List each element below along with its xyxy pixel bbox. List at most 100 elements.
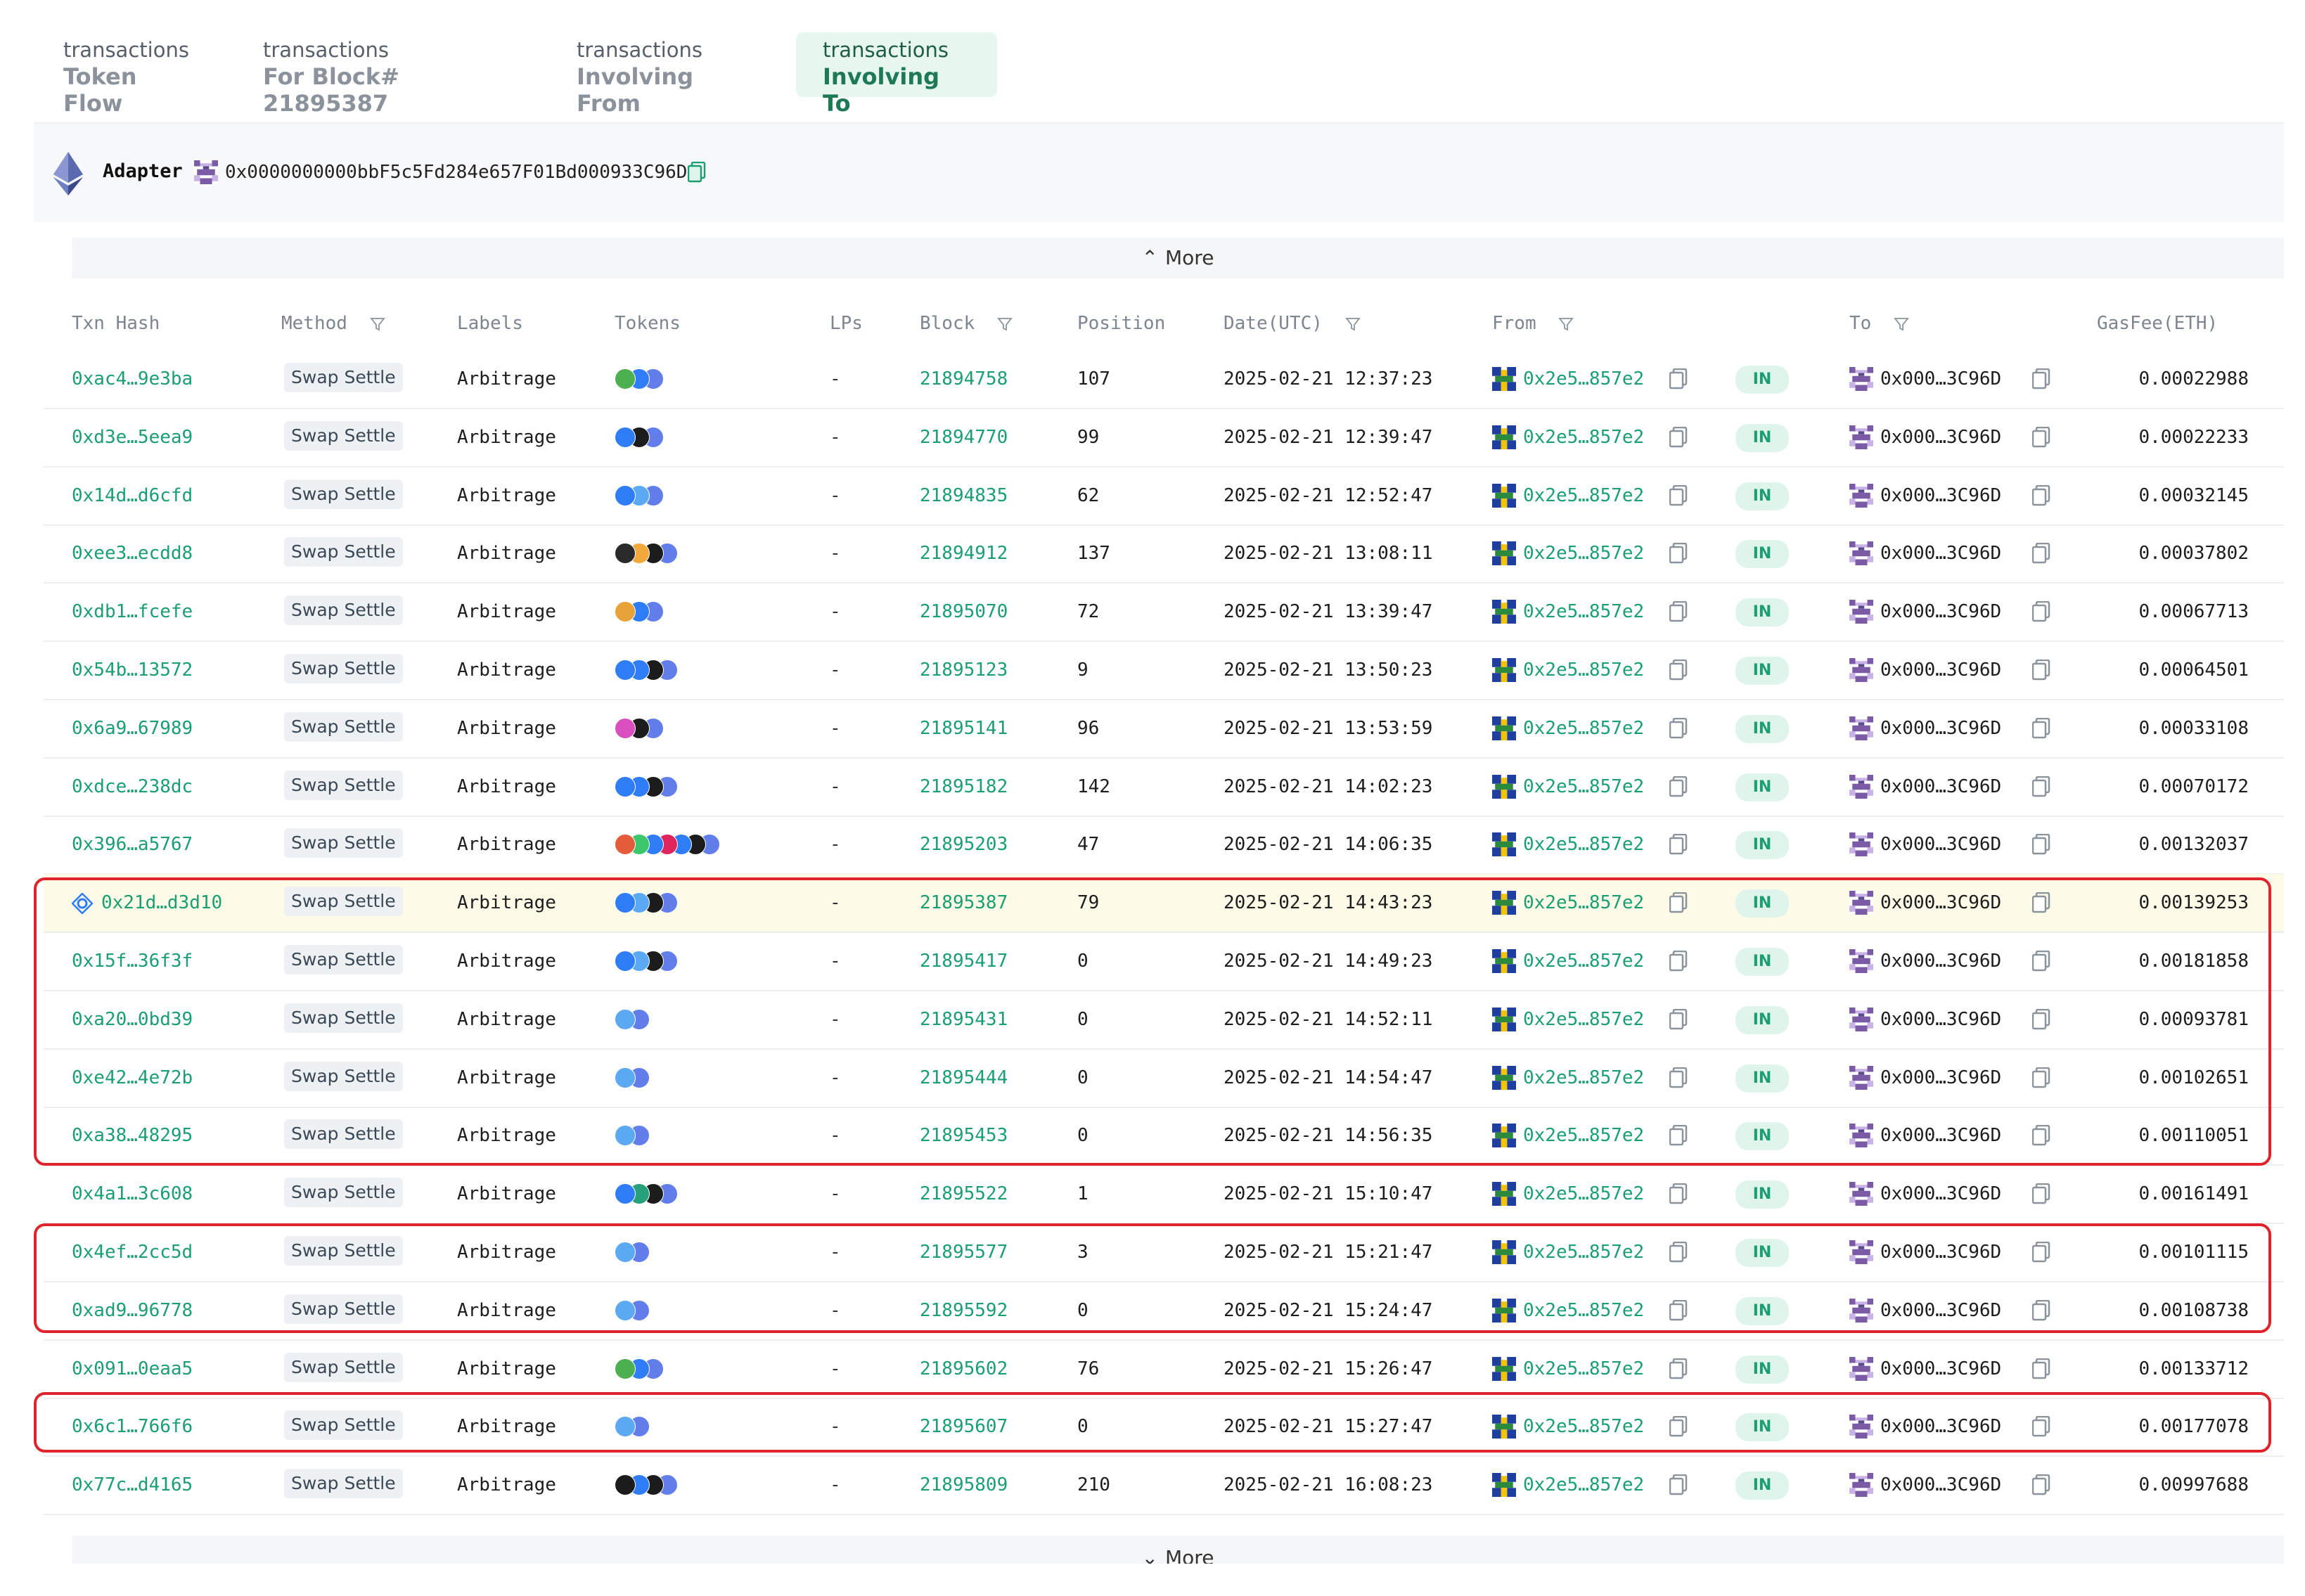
txn-hash-link[interactable]: 0x396…a5767 (72, 816, 193, 873)
txn-hash-link[interactable]: 0xa38…48295 (72, 1107, 193, 1164)
block-link[interactable]: 21895453 (920, 1125, 1008, 1147)
table-row[interactable]: 0x14d…d6cfd Swap Settle Arbitrage - 21894835… (44, 467, 2284, 526)
load-more-top-button[interactable]: ⌃ More (72, 238, 2284, 278)
txn-hash-link[interactable]: 0x15f…36f3f (72, 932, 193, 990)
block-link[interactable]: 21895387 (920, 892, 1008, 914)
token-icon[interactable] (615, 368, 636, 390)
to-address-text[interactable]: 0x000…3C96D (1880, 1183, 2002, 1205)
to-address-text[interactable]: 0x000…3C96D (1880, 1067, 2002, 1088)
copy-icon[interactable] (1669, 1008, 1688, 1030)
copy-icon[interactable] (1669, 368, 1688, 390)
copy-icon[interactable] (2032, 834, 2050, 855)
block-link[interactable]: 21895203 (920, 834, 1008, 856)
txn-hash-link[interactable]: 0x14d…d6cfd (72, 467, 193, 525)
copy-icon[interactable] (2032, 484, 2050, 506)
txn-hash-text[interactable]: 0xac4…9e3ba (72, 368, 193, 390)
block-link[interactable]: 21894758 (920, 368, 1008, 390)
block-link[interactable]: 21895602 (920, 1358, 1008, 1379)
token-icon[interactable] (615, 776, 636, 797)
txn-hash-link[interactable]: 0xdb1…fcefe (72, 583, 193, 641)
copy-icon[interactable] (1669, 776, 1688, 797)
copy-icon[interactable] (2032, 659, 2050, 681)
token-icon[interactable] (615, 426, 636, 448)
copy-icon[interactable] (1669, 1474, 1688, 1495)
from-address-link[interactable]: 0x2e5…857e2 (1523, 892, 1645, 914)
txn-hash-text[interactable]: 0x77c…d4165 (72, 1474, 193, 1496)
txn-hash-link[interactable]: 0xac4…9e3ba (72, 350, 193, 408)
from-address-link[interactable]: 0x2e5…857e2 (1523, 1474, 1645, 1496)
from-address-link[interactable]: 0x2e5…857e2 (1523, 368, 1645, 390)
copy-icon[interactable] (2032, 892, 2050, 913)
copy-icon[interactable] (2032, 1474, 2050, 1495)
txn-hash-link[interactable]: 0x4a1…3c608 (72, 1165, 193, 1223)
copy-icon[interactable] (1669, 1416, 1688, 1437)
block-link[interactable]: 21895141 (920, 717, 1008, 739)
from-address-link[interactable]: 0x2e5…857e2 (1523, 951, 1645, 972)
from-address-link[interactable]: 0x2e5…857e2 (1523, 1416, 1645, 1438)
table-row[interactable]: 0xdce…238dc Swap Settle Arbitrage - 21895182… (44, 758, 2284, 817)
copy-icon[interactable] (2032, 1358, 2050, 1379)
txn-hash-text[interactable]: 0x6c1…766f6 (72, 1416, 193, 1438)
txn-hash-link[interactable]: 0xad9…96778 (72, 1282, 193, 1339)
token-icon[interactable] (615, 1008, 636, 1030)
txn-hash-link[interactable]: 0x21d…d3d10 (72, 874, 222, 932)
table-row[interactable]: 0xe42…4e72b Swap Settle Arbitrage - 21895444… (44, 1049, 2284, 1108)
txn-hash-link[interactable]: 0x4ef…2cc5d (72, 1223, 193, 1281)
from-address-link[interactable]: 0x2e5…857e2 (1523, 1125, 1645, 1147)
filter-icon[interactable] (1558, 316, 1574, 332)
token-icon[interactable] (615, 834, 636, 856)
copy-icon[interactable] (1669, 1242, 1688, 1263)
to-address-text[interactable]: 0x000…3C96D (1880, 601, 2002, 623)
table-row[interactable]: 0x6a9…67989 Swap Settle Arbitrage - 21895141… (44, 700, 2284, 759)
to-address-text[interactable]: 0x000…3C96D (1880, 484, 2002, 506)
block-link[interactable]: 21895417 (920, 951, 1008, 972)
copy-icon[interactable] (2032, 601, 2050, 622)
block-link[interactable]: 21895431 (920, 1008, 1008, 1030)
adapter-address[interactable]: 0x0000000000bbF5c5Fd284e657F01Bd000933C9… (225, 162, 688, 183)
table-row[interactable]: 0xd3e…5eea9 Swap Settle Arbitrage - 21894770… (44, 408, 2284, 468)
table-row[interactable]: 0x091…0eaa5 Swap Settle Arbitrage - 21895602… (44, 1340, 2284, 1399)
to-address-text[interactable]: 0x000…3C96D (1880, 776, 2002, 797)
token-icon[interactable] (615, 601, 636, 623)
block-link[interactable]: 21894912 (920, 543, 1008, 565)
copy-icon[interactable] (2032, 951, 2050, 972)
token-icon[interactable] (615, 717, 636, 739)
table-row[interactable]: 0x396…a5767 Swap Settle Arbitrage - 21895203… (44, 816, 2284, 875)
token-icon[interactable] (615, 1299, 636, 1321)
block-link[interactable]: 21894835 (920, 484, 1008, 506)
copy-icon[interactable] (1669, 1183, 1688, 1204)
tab-token-flow[interactable]: transactions Token Flow (37, 32, 221, 117)
to-address-text[interactable]: 0x000…3C96D (1880, 659, 2002, 681)
copy-icon[interactable] (2032, 776, 2050, 797)
txn-hash-text[interactable]: 0xa38…48295 (72, 1125, 193, 1147)
copy-icon[interactable] (2032, 1416, 2050, 1437)
to-address-text[interactable]: 0x000…3C96D (1880, 1416, 2002, 1438)
to-address-text[interactable]: 0x000…3C96D (1880, 1358, 2002, 1379)
token-icon[interactable] (615, 484, 636, 506)
txn-hash-text[interactable]: 0x21d…d3d10 (101, 892, 223, 914)
copy-icon[interactable] (2032, 1008, 2050, 1030)
table-row[interactable]: 0xdb1…fcefe Swap Settle Arbitrage - 21895070… (44, 583, 2284, 643)
table-row[interactable]: 0x4ef…2cc5d Swap Settle Arbitrage - 21895577… (44, 1223, 2284, 1282)
token-icon[interactable] (615, 951, 636, 972)
copy-icon[interactable] (1669, 1358, 1688, 1379)
copy-icon[interactable] (2032, 543, 2050, 564)
from-address-link[interactable]: 0x2e5…857e2 (1523, 1358, 1645, 1379)
copy-icon[interactable] (2032, 717, 2050, 739)
block-link[interactable]: 21895182 (920, 776, 1008, 797)
token-icon[interactable] (615, 659, 636, 681)
from-address-link[interactable]: 0x2e5…857e2 (1523, 834, 1645, 856)
table-row[interactable]: 0xac4…9e3ba Swap Settle Arbitrage - 21894758… (44, 350, 2284, 409)
txn-hash-link[interactable]: 0xe42…4e72b (72, 1049, 193, 1107)
token-icon[interactable] (615, 1416, 636, 1438)
copy-icon[interactable] (2032, 1183, 2050, 1204)
copy-icon[interactable] (1669, 659, 1688, 681)
txn-hash-text[interactable]: 0x15f…36f3f (72, 951, 193, 972)
to-address-text[interactable]: 0x000…3C96D (1880, 1242, 2002, 1263)
txn-hash-text[interactable]: 0x54b…13572 (72, 659, 193, 681)
copy-icon[interactable] (1669, 543, 1688, 564)
from-address-link[interactable]: 0x2e5…857e2 (1523, 1242, 1645, 1263)
to-address-text[interactable]: 0x000…3C96D (1880, 543, 2002, 565)
copy-icon[interactable] (1669, 951, 1688, 972)
copy-icon[interactable] (688, 162, 706, 183)
